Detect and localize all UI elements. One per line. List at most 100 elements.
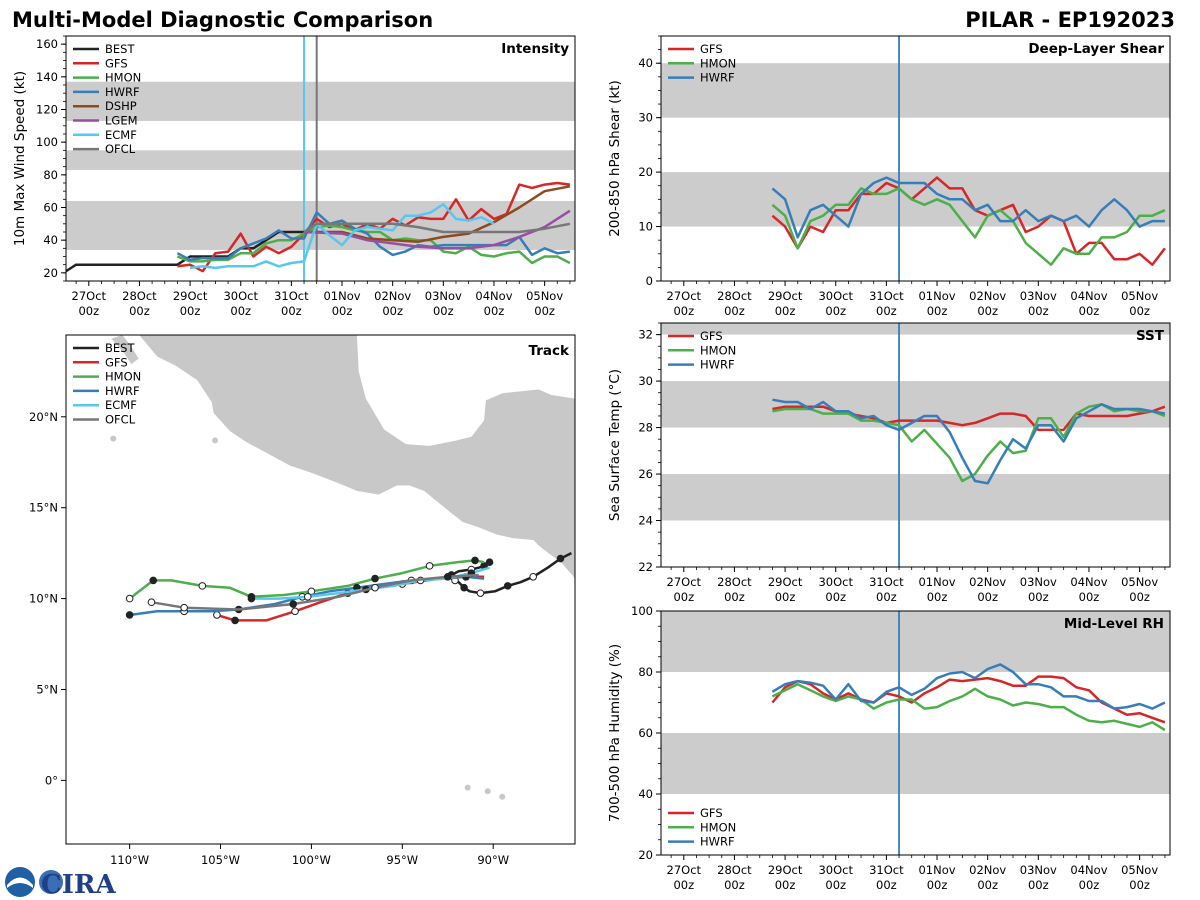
intensity-ytick-label: 140 (36, 70, 58, 84)
sst-ytick-label: 24 (638, 514, 653, 528)
intensity-xtick-label: 00z (534, 304, 555, 318)
rh-xtick-label: 00z (825, 878, 846, 892)
water-gulf-of-mexico (356, 335, 575, 446)
track-xtick-label: 110°W (110, 853, 149, 867)
intensity-ytick-label: 20 (43, 266, 58, 280)
shear-line-hwrf (771, 176, 1165, 239)
rh-legend-label: HMON (700, 820, 736, 834)
sst-ytick-label: 30 (638, 374, 653, 388)
intensity-line-ofcl (303, 222, 571, 234)
rh-ytick-label: 20 (638, 848, 653, 862)
rh-xtick-label: 00z (977, 878, 998, 892)
sst-xtick-label: 29Oct (768, 575, 803, 589)
track-ytick-label: 0° (45, 773, 58, 787)
track-point-ofcl (371, 583, 379, 592)
sst-panel: 22242628303227Oct00z28Oct00z29Oct00z30Oc… (607, 322, 1171, 604)
rh-panel: 2040608010027Oct00z28Oct00z29Oct00z30Oct… (607, 604, 1171, 892)
rh-xtick-label: 27Oct (667, 863, 702, 877)
shear-ytick-label: 20 (638, 165, 653, 179)
sst-xtick-label: 28Oct (717, 575, 752, 589)
intensity-xtick-label: 00z (433, 304, 454, 318)
shear-line-hmon (771, 187, 1166, 266)
sst-legend-label: HMON (700, 343, 736, 357)
intensity-xtick-label: 00z (78, 304, 99, 318)
track-ytick-label: 5°N (36, 682, 58, 696)
track-ytick-label: 15°N (29, 501, 58, 515)
sst-xtick-label: 03Nov (1020, 575, 1057, 589)
rh-line-hmon (771, 682, 1166, 732)
shear-xtick-label: 04Nov (1070, 289, 1107, 303)
shear-legend-label: HWRF (700, 71, 735, 85)
shear-title: Deep-Layer Shear (1028, 41, 1164, 57)
shear-xtick-label: 00z (1129, 304, 1150, 318)
shear-xtick-label: 30Oct (818, 289, 853, 303)
intensity-line-best (66, 230, 304, 273)
sst-ytick-label: 26 (638, 467, 653, 481)
sst-xtick-label: 00z (825, 590, 846, 604)
island-0 (212, 437, 219, 444)
intensity-ytick-label: 120 (36, 103, 58, 117)
rh-ytick-label: 80 (638, 665, 653, 679)
track-xtick-label: 100°W (292, 853, 331, 867)
track-point-hmon (371, 574, 379, 583)
intensity-xtick-label: 00z (484, 304, 505, 318)
rh-title: Mid-Level RH (1064, 616, 1164, 632)
sst-xtick-label: 27Oct (667, 575, 702, 589)
intensity-line-lgem (303, 209, 571, 250)
rh-xtick-label: 29Oct (768, 863, 803, 877)
sst-xtick-label: 30Oct (818, 575, 853, 589)
shear-xtick-label: 00z (825, 304, 846, 318)
shear-frame (660, 35, 1171, 282)
intensity-legend-label: GFS (105, 56, 128, 70)
shear-xtick-label: 01Nov (918, 289, 955, 303)
intensity-xtick-label: 27Oct (72, 289, 107, 303)
rh-xtick-label: 00z (673, 878, 694, 892)
sst-legend-label: GFS (700, 329, 723, 343)
track-point-best (460, 583, 468, 592)
sst-xtick-label: 31Oct (869, 575, 904, 589)
rh-xtick-label: 04Nov (1070, 863, 1107, 877)
sst-xtick-label: 00z (724, 590, 745, 604)
shear-xtick-label: 02Nov (969, 289, 1006, 303)
sst-title: SST (1136, 328, 1165, 344)
track-point-best (503, 582, 512, 590)
cira-globe-icon (39, 870, 63, 894)
intensity-xtick-label: 03Nov (425, 289, 462, 303)
rh-xtick-label: 31Oct (869, 863, 904, 877)
track-point-gfs (231, 616, 239, 625)
rh-ytick-label: 60 (638, 726, 653, 740)
shear-ytick-label: 0 (646, 274, 653, 288)
intensity-xtick-label: 28Oct (122, 289, 157, 303)
shear-xtick-label: 28Oct (717, 289, 752, 303)
intensity-ytick-label: 40 (43, 233, 58, 247)
rh-ytick-label: 100 (631, 604, 653, 618)
island-4 (499, 793, 506, 800)
rh-xtick-label: 03Nov (1020, 863, 1057, 877)
sst-xtick-label: 05Nov (1121, 575, 1158, 589)
track-point-best (556, 554, 565, 563)
track-point-best (485, 558, 494, 567)
shear-ytick-label: 10 (638, 220, 653, 234)
sst-xtick-label: 04Nov (1070, 575, 1107, 589)
track-point-best (476, 589, 485, 597)
intensity-ylabel: 10m Max Wind Speed (kt) (12, 71, 28, 246)
noaa-wave-icon (7, 877, 33, 888)
island-2 (464, 784, 471, 791)
shear-panel: 01020304027Oct00z28Oct00z29Oct00z30Oct00… (607, 35, 1171, 318)
track-ytick-label: 20°N (29, 410, 58, 424)
track-point-hmon (425, 562, 434, 570)
intensity-frame (65, 35, 576, 282)
intensity-xtick-label: 00z (129, 304, 150, 318)
track-point-ecmf (303, 592, 312, 601)
track-point-hwrf (125, 611, 134, 619)
rh-band-1 (661, 611, 1170, 672)
track-legend-label: HWRF (105, 384, 140, 398)
track-legend-label: BEST (105, 341, 135, 355)
rh-xtick-label: 01Nov (918, 863, 955, 877)
intensity-band-2 (66, 81, 575, 121)
cira-logo-text: CIRA (41, 870, 116, 900)
intensity-ytick-label: 80 (43, 168, 58, 182)
shear-xtick-label: 00z (927, 304, 948, 318)
shear-xtick-label: 29Oct (768, 289, 803, 303)
sst-band-2 (661, 323, 1170, 335)
